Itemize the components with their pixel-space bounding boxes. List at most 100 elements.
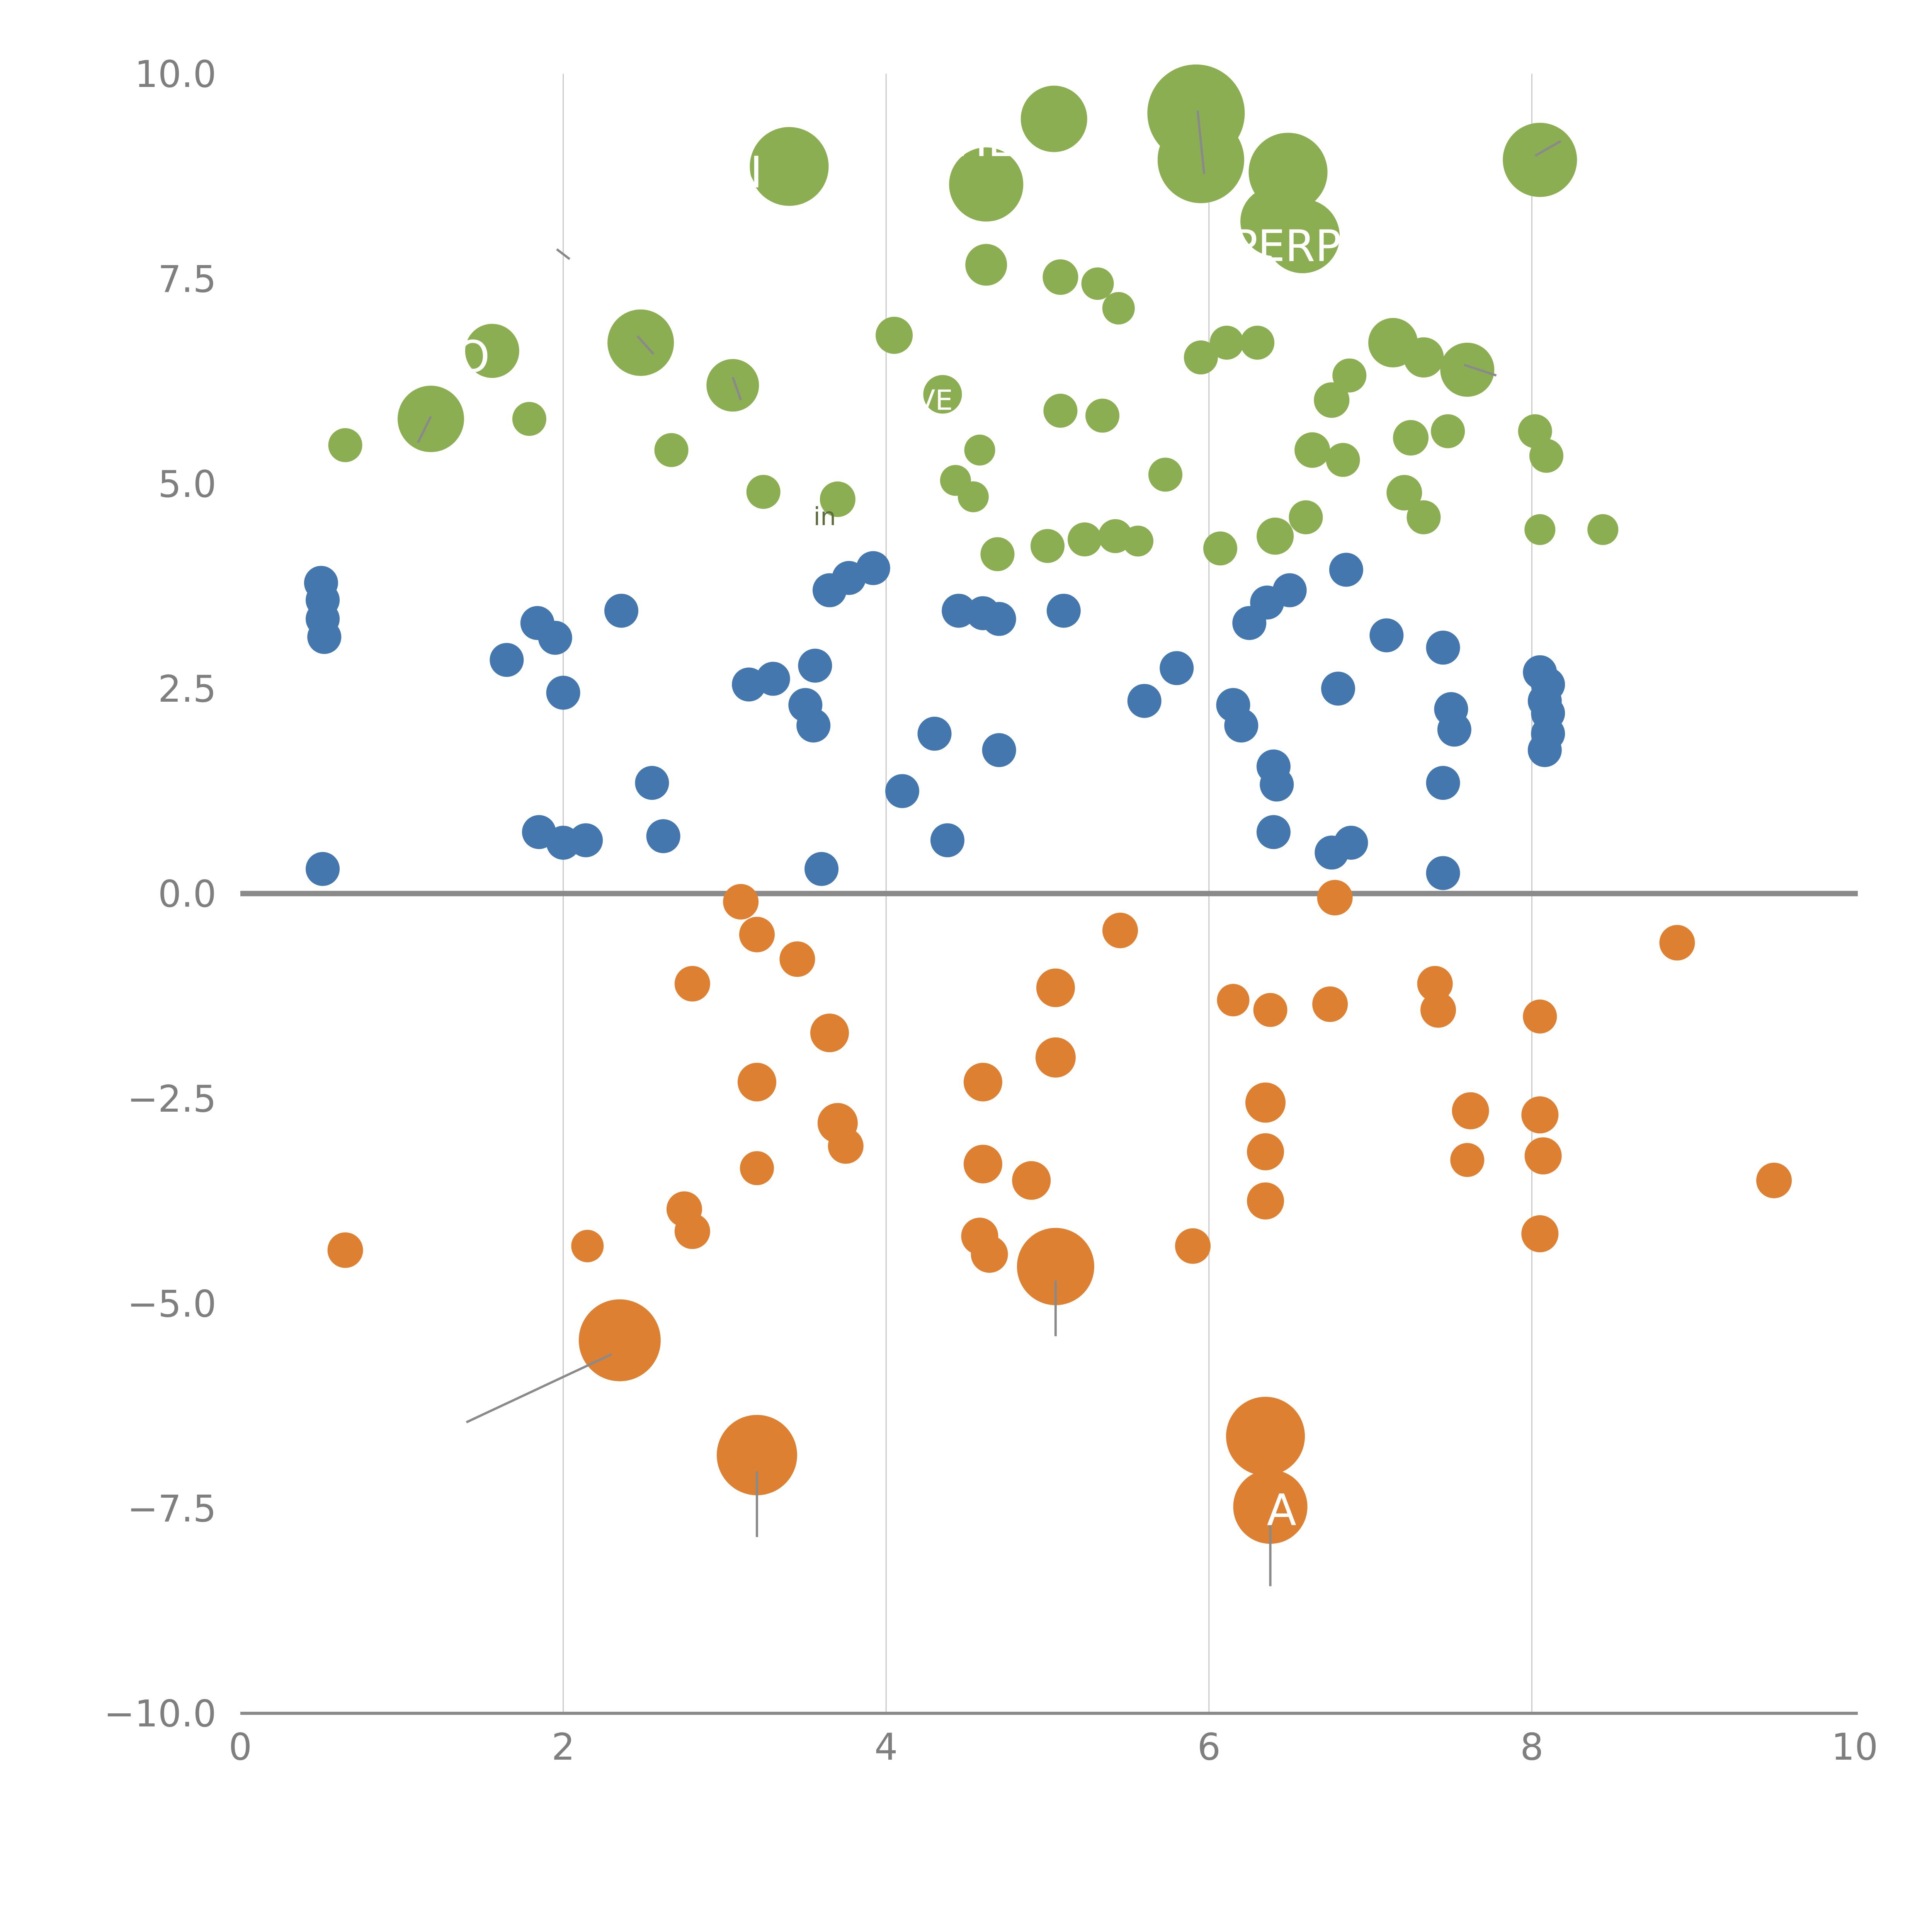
x-tick-label: 8 bbox=[1520, 1726, 1543, 1769]
data-point-blue bbox=[307, 620, 342, 654]
data-point-orange bbox=[1226, 1396, 1305, 1476]
data-point-blue bbox=[856, 551, 890, 585]
data-point-green bbox=[1122, 526, 1153, 557]
data-point-orange bbox=[1012, 1161, 1051, 1200]
data-point-orange bbox=[674, 966, 710, 1002]
data-point-orange bbox=[1312, 986, 1348, 1022]
data-point-green bbox=[964, 434, 995, 466]
x-tick-label: 2 bbox=[551, 1726, 575, 1769]
bubble-label: VE bbox=[916, 384, 953, 417]
bubble-label: CHE bbox=[925, 116, 1015, 167]
y-tick-label: 0.0 bbox=[158, 873, 216, 916]
data-point-green bbox=[1043, 259, 1078, 295]
x-tick-label: 6 bbox=[1197, 1726, 1221, 1769]
data-point-green bbox=[1393, 420, 1429, 456]
data-point-green bbox=[1403, 337, 1444, 378]
leader-line bbox=[1196, 111, 1206, 174]
y-tick-label: 7.5 bbox=[158, 258, 216, 301]
data-point-blue bbox=[917, 716, 952, 751]
y-tick-label: 10.0 bbox=[134, 53, 216, 96]
data-point-orange bbox=[1102, 912, 1138, 948]
data-point-green bbox=[1102, 292, 1135, 325]
data-point-orange bbox=[739, 917, 775, 952]
data-point-blue bbox=[1272, 573, 1307, 607]
data-point-green bbox=[1406, 500, 1441, 534]
data-point-blue bbox=[1437, 713, 1471, 747]
data-point-green bbox=[1157, 116, 1244, 203]
data-point-orange bbox=[779, 941, 815, 977]
bubble-label: PERP bbox=[1232, 221, 1342, 272]
data-point-blue bbox=[538, 621, 572, 655]
data-point-green bbox=[1257, 517, 1294, 555]
data-point-orange bbox=[716, 1415, 797, 1495]
leader-line bbox=[1534, 140, 1562, 157]
data-point-green bbox=[1524, 514, 1556, 545]
data-point-green bbox=[607, 309, 674, 376]
data-point-green bbox=[1265, 199, 1340, 274]
data-point-green bbox=[1289, 500, 1323, 534]
data-point-green bbox=[1386, 475, 1422, 511]
data-point-orange bbox=[1521, 1096, 1559, 1134]
leader-line bbox=[636, 335, 655, 355]
data-point-orange bbox=[1317, 880, 1353, 916]
leader-line bbox=[466, 1353, 612, 1423]
bubble-label: in bbox=[813, 503, 836, 531]
bubble-label: O bbox=[456, 332, 490, 382]
bubble-label: A bbox=[1267, 1485, 1296, 1536]
data-point-blue bbox=[1160, 651, 1194, 685]
data-point-blue bbox=[490, 643, 524, 677]
data-point-orange bbox=[1253, 993, 1287, 1027]
leader-line bbox=[1463, 364, 1497, 377]
x-tick-label: 0 bbox=[229, 1726, 252, 1769]
data-point-green bbox=[1240, 325, 1275, 360]
data-point-green bbox=[1529, 439, 1564, 473]
y-tick-label: −7.5 bbox=[127, 1488, 216, 1531]
data-point-orange bbox=[1450, 1143, 1485, 1177]
data-point-green bbox=[1431, 414, 1465, 448]
data-point-orange bbox=[963, 1063, 1002, 1102]
data-point-orange bbox=[810, 1014, 849, 1053]
data-point-green bbox=[949, 147, 1024, 222]
data-point-blue bbox=[1527, 733, 1562, 767]
data-point-orange bbox=[1420, 992, 1456, 1028]
data-point-orange bbox=[828, 1128, 864, 1164]
data-point-blue bbox=[604, 594, 639, 628]
data-point-green bbox=[1203, 531, 1238, 566]
data-point-green bbox=[512, 402, 546, 436]
data-point-blue bbox=[1329, 553, 1363, 587]
data-point-orange bbox=[1035, 1037, 1076, 1078]
data-point-blue bbox=[646, 819, 680, 853]
data-point-blue bbox=[1426, 631, 1460, 665]
data-point-green bbox=[1332, 358, 1367, 393]
y-tick-label: 5.0 bbox=[158, 463, 216, 506]
x-tick-label: 4 bbox=[874, 1726, 898, 1769]
data-point-green bbox=[1294, 432, 1330, 468]
data-point-blue bbox=[1224, 708, 1259, 743]
data-point-green bbox=[876, 316, 913, 354]
data-point-blue bbox=[798, 648, 832, 683]
data-point-blue bbox=[756, 662, 790, 696]
data-point-blue bbox=[306, 852, 340, 886]
data-point-blue bbox=[885, 774, 919, 808]
data-point-orange bbox=[1247, 1133, 1284, 1170]
data-point-orange bbox=[674, 1213, 710, 1249]
data-point-blue bbox=[930, 823, 964, 857]
data-point-blue bbox=[1369, 618, 1404, 653]
data-point-green bbox=[1587, 514, 1619, 545]
data-point-blue bbox=[1426, 856, 1460, 890]
data-point-orange bbox=[1247, 1182, 1284, 1220]
data-point-orange bbox=[1233, 1469, 1308, 1544]
data-point-green bbox=[1314, 382, 1350, 418]
data-point-orange bbox=[578, 1299, 661, 1381]
data-point-green bbox=[1209, 325, 1244, 360]
data-point-blue bbox=[546, 675, 580, 710]
data-point-orange bbox=[571, 1230, 604, 1262]
data-point-orange bbox=[1175, 1228, 1211, 1264]
data-point-green bbox=[1326, 443, 1360, 477]
data-point-orange bbox=[1417, 966, 1453, 1002]
data-point-green bbox=[1085, 398, 1120, 433]
data-point-green bbox=[923, 375, 962, 414]
data-point-green bbox=[746, 474, 781, 509]
data-point-blue bbox=[1321, 672, 1355, 706]
